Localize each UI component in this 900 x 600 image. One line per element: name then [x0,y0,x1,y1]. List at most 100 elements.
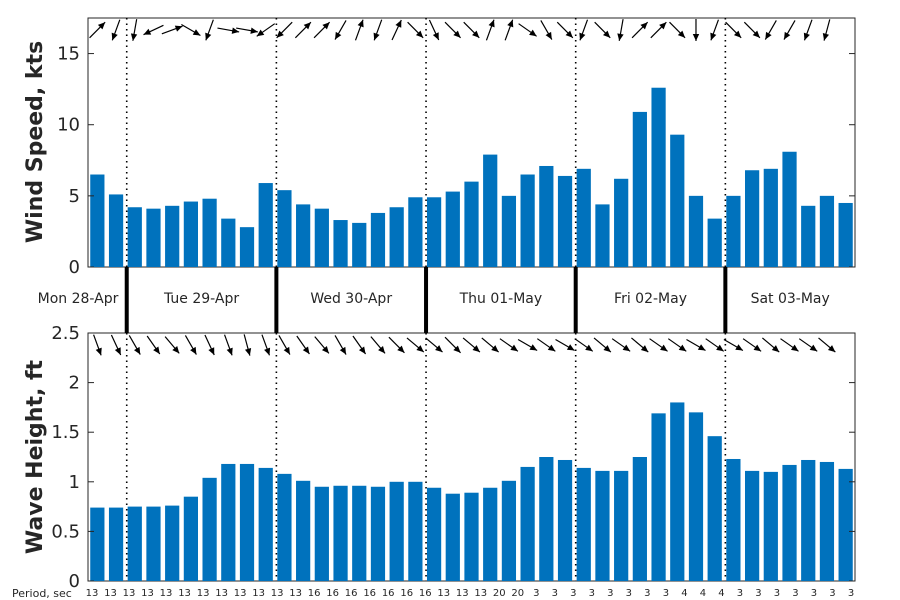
wind-speed-bar [183,201,198,267]
period-value: 13 [160,588,173,599]
wave-height-direction-arrow [481,337,500,353]
wind-speed-bar [688,195,704,267]
wave-height-direction-arrow [631,337,649,353]
day-label: Wed 30-Apr [310,291,392,307]
wind-speed-direction-arrow [111,19,121,41]
wave-height-direction-arrow [762,337,780,353]
wave-height-bar [352,485,367,581]
period-value: 4 [718,588,724,599]
wind-speed-direction-arrow [373,19,383,41]
wind-speed-direction-arrow [725,21,742,39]
wave-height-direction-arrow [388,336,405,354]
wave-height-direction-arrow [611,338,631,352]
wind-speed-bar [445,191,460,267]
wave-height-direction-arrow [314,336,330,354]
period-value: 3 [811,588,817,599]
wind-speed-direction-arrow [594,21,611,39]
wind-speed-bar [296,204,311,267]
wave-height-bar [819,461,835,581]
period-value: 13 [141,588,154,599]
wind-speed-bar [632,111,647,267]
wave-height-bar [539,457,554,581]
wave-height-direction-arrow [536,338,556,352]
wave-height-direction-arrow [164,336,180,354]
wind-speed-bar [726,195,741,267]
wind-speed-bar [314,208,329,267]
wind-speed-bar [389,207,404,267]
wave-height-direction-arrow [574,338,594,352]
period-value: 13 [86,588,99,599]
wind-speed-bar [146,208,161,267]
wind-speed-direction-arrow [217,27,240,34]
period-value: 13 [289,588,302,599]
wind-speed-bar [763,168,778,267]
wave-height-direction-arrow [667,338,687,352]
wind-speed-bar [501,195,517,267]
wave-height-bar [726,458,741,581]
wind-speed-ytick-label: 5 [69,186,80,207]
wave-height-ytick-label: 0 [69,571,80,592]
wind-speed-bar [333,220,348,267]
wave-height-direction-arrow [723,338,744,352]
wave-height-bar [632,457,647,581]
period-value: 13 [234,588,247,599]
wave-height-bar [445,493,460,581]
wind-speed-bar [370,212,386,267]
period-value: 3 [589,588,595,599]
wave-height-bar [501,480,517,581]
wind-speed-bar [277,190,292,267]
period-value: 20 [493,588,506,599]
period-row: 13 13 13 13 13 13 13 13 13 13 13 13 16 16 16 16 16 16 16 13… [86,588,855,599]
wave-height-bar [408,481,423,581]
wind-speed-direction-arrow [354,19,364,41]
wind-speed-direction-arrow [540,20,553,40]
wind-speed-direction-arrow [579,19,589,41]
period-value: 13 [197,588,210,599]
wave-height-direction-arrow [798,338,818,352]
wave-height-ytick-label: 2.5 [51,323,80,344]
wind-speed-bar [520,174,535,267]
wind-speed-bar [464,181,479,267]
wind-speed-bar [595,204,610,267]
wave-height-direction-arrow [499,338,519,352]
wave-height-bar [763,471,778,581]
wave-height-direction-arrow [593,337,612,353]
wave-height-direction-arrow [406,337,425,353]
wave-height-bar [165,505,180,581]
wave-height-bar [576,467,591,581]
wave-height-direction-arrow [128,335,141,355]
wave-height-bar [90,507,105,581]
wind-speed-bar [670,134,685,267]
wave-height-direction-arrow [146,335,161,355]
period-value: 3 [792,588,798,599]
wind-speed-bar [239,227,255,267]
wave-height-direction-arrow [780,338,799,352]
wind-speed-bar [202,198,217,267]
period-value: 20 [511,588,524,599]
wind-speed-direction-arrow [743,21,761,39]
wave-height-bar [557,459,573,581]
wave-height-bar [239,463,255,581]
wind-speed-direction-arrow [256,23,276,37]
period-row-label: Period, sec [12,587,72,600]
wave-height-direction-arrow [93,334,102,356]
wind-speed-ytick-label: 0 [69,257,80,278]
wave-height-direction-arrow [742,338,762,352]
wave-height-bar [688,412,704,581]
wind-speed-bar [557,175,573,267]
wave-height-bar [745,470,760,581]
wave-height-bar [202,477,217,581]
wind-speed-direction-arrow [294,21,312,39]
wind-speed-direction-arrow [617,19,624,41]
wave-height-bar [277,473,292,581]
period-value: 3 [737,588,743,599]
wind-speed-bar [745,170,760,267]
wind-speed-direction-arrow [89,21,106,39]
wind-speed-direction-arrow [407,21,424,39]
wave-height-bar [782,464,797,581]
wave-height-direction-arrow [649,338,668,352]
wave-height-bar [146,506,161,581]
day-label: Sat 03-May [751,291,830,307]
wind-speed-bar [801,205,816,267]
wave-height-bar [108,507,124,581]
